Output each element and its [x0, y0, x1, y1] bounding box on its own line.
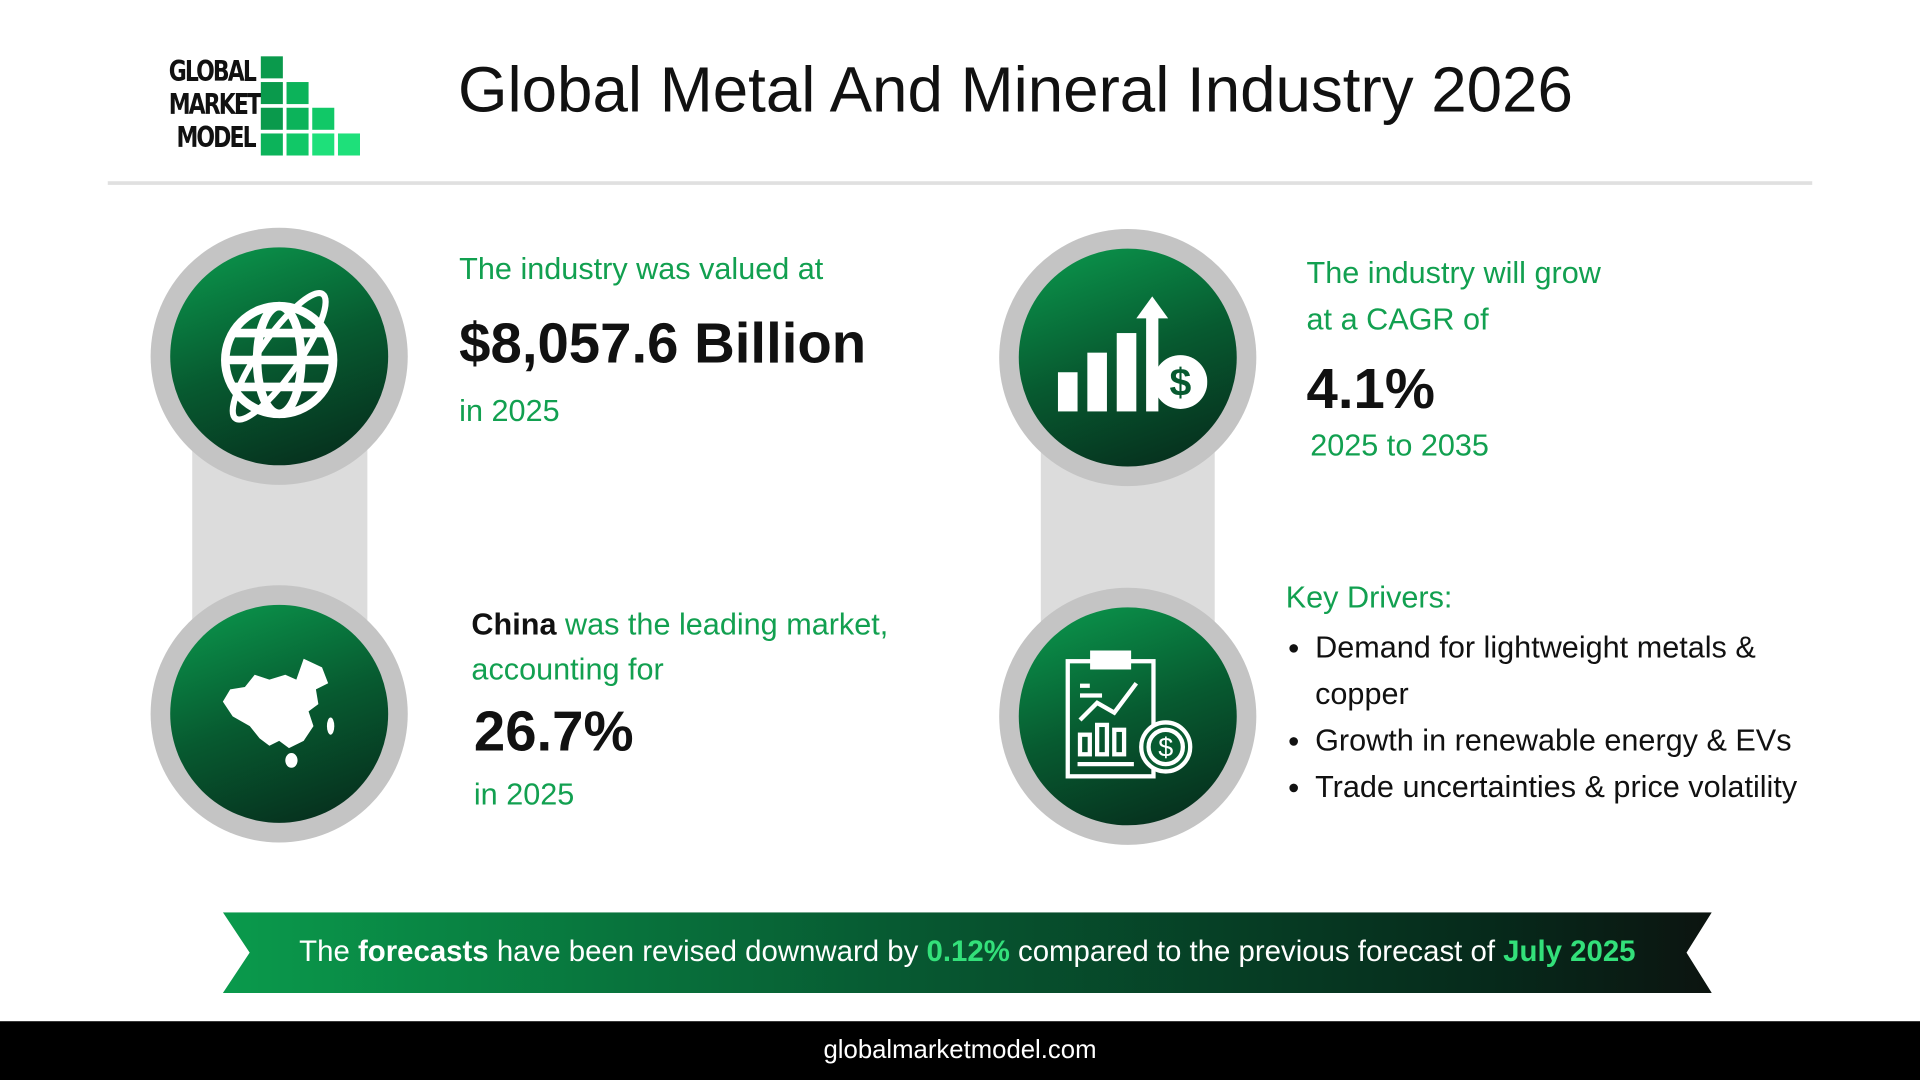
logo-line: MARKET [168, 89, 262, 122]
growth-badge: $ [999, 228, 1257, 487]
banner-text: compared to the previous forecast of [1009, 935, 1504, 969]
market-share: 26.7% [473, 699, 634, 763]
forecast-banner: The forecasts have been revised downward… [222, 912, 1712, 994]
logo-square [312, 107, 335, 130]
market-label-text: was the leading market, [556, 607, 889, 642]
report-dollar-icon: $ [1065, 650, 1193, 779]
market-label-2: accounting for [471, 652, 664, 687]
driver-item: Demand for lightweight metals & copper [1286, 624, 1825, 717]
cagr-value: 4.1% [1306, 356, 1435, 421]
growth-chart-dollar-icon: $ [1057, 296, 1208, 412]
svg-text:$: $ [1158, 733, 1173, 763]
footer-url[interactable]: globalmarketmodel.com [823, 1035, 1097, 1065]
logo-square [286, 82, 309, 105]
logo-line: MODEL [176, 122, 256, 155]
logo-line: GLOBAL [168, 56, 257, 89]
report-badge: $ [999, 587, 1257, 845]
page-title: Global Metal And Mineral Industry 2026 [457, 55, 1573, 127]
banner-text: have been revised downward by [488, 935, 927, 969]
market-country: China [471, 607, 557, 642]
driver-item: Growth in renewable energy & EVs [1286, 718, 1825, 765]
globe-icon [221, 290, 338, 423]
china-badge [150, 585, 408, 843]
logo-square [260, 82, 283, 105]
drivers-list: Demand for lightweight metals & copper G… [1286, 624, 1825, 810]
svg-text:$: $ [1170, 362, 1192, 405]
footer: globalmarketmodel.com [0, 1021, 1920, 1080]
logo-square [260, 56, 283, 79]
drivers-title: Key Drivers: [1285, 580, 1453, 615]
globe-badge [150, 227, 408, 485]
market-year: in 2025 [473, 777, 575, 812]
previous-forecast-date: July 2025 [1503, 935, 1636, 969]
logo-square [260, 107, 283, 130]
logo-square [337, 133, 361, 156]
logo-square [286, 107, 309, 130]
value-label: The industry was valued at [459, 252, 824, 287]
logo-square [312, 133, 335, 156]
china-map-icon [222, 658, 335, 768]
driver-item: Trade uncertainties & price volatility [1286, 764, 1825, 811]
revision-percent: 0.12% [926, 935, 1010, 969]
value-year: in 2025 [459, 394, 560, 429]
logo-square [286, 133, 309, 156]
divider [107, 181, 1813, 185]
forecast-text: The forecasts have been revised downward… [223, 936, 1712, 970]
banner-bold: forecasts [357, 935, 489, 969]
cagr-label-2: at a CAGR of [1306, 302, 1489, 337]
banner-text: The [299, 935, 358, 969]
logo-square [260, 133, 283, 156]
market-label: China was the leading market, [471, 607, 888, 643]
cagr-label-1: The industry will grow [1306, 255, 1601, 291]
cagr-period: 2025 to 2035 [1310, 428, 1489, 463]
market-value: $8,057.6 Billion [459, 311, 867, 375]
